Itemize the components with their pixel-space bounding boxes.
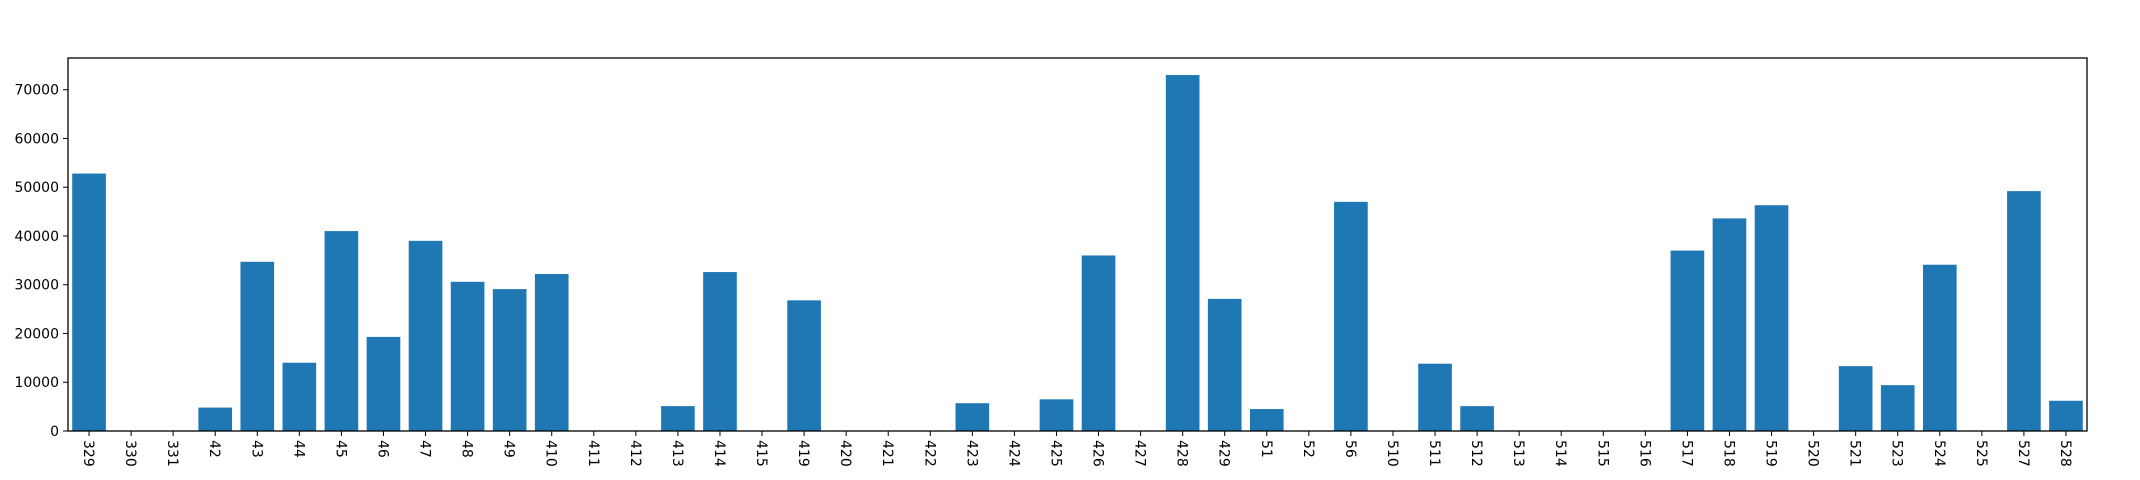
x-tick-label: 52	[1300, 440, 1316, 458]
x-tick-label: 518	[1720, 440, 1736, 467]
x-tick-label: 520	[1805, 440, 1821, 467]
bar-429	[1207, 298, 1242, 431]
bar-528	[2049, 400, 2083, 431]
bar-527	[2007, 191, 2041, 431]
x-tick-label: 425	[1047, 440, 1063, 467]
x-tick-label: 420	[837, 440, 853, 467]
bar-51	[1249, 409, 1284, 431]
x-tick-label: 513	[1510, 440, 1526, 467]
bar-425	[1039, 399, 1074, 431]
y-tick-label: 30000	[14, 278, 59, 294]
bar-49	[492, 289, 527, 431]
x-tick-label: 48	[459, 440, 475, 458]
x-tick-label: 517	[1678, 440, 1694, 467]
x-tick-label: 521	[1847, 440, 1863, 467]
bar-423	[955, 403, 990, 431]
y-tick-label: 70000	[14, 83, 59, 99]
bar-521	[1838, 366, 1873, 431]
x-tick-label: 424	[1005, 440, 1021, 467]
x-tick-label: 423	[963, 440, 979, 467]
bar-519	[1754, 205, 1789, 431]
bars-group	[72, 75, 2083, 431]
x-tick-label: 331	[164, 440, 180, 467]
x-tick-label: 528	[2057, 440, 2073, 467]
x-tick-label: 44	[290, 440, 306, 458]
x-tick-label: 410	[543, 440, 559, 467]
x-tick-label: 47	[417, 440, 433, 458]
x-tick-label: 56	[1342, 440, 1358, 458]
x-tick-label: 525	[1973, 440, 1989, 467]
x-tick-label: 524	[1931, 440, 1947, 467]
x-tick-label: 413	[669, 440, 685, 467]
x-axis: 329 330 331 42 43 44 45 46 47 48 49 410 411 412 413 414…	[80, 431, 2073, 467]
bar-518	[1712, 218, 1747, 431]
x-tick-label: 330	[122, 440, 138, 467]
bar-414	[703, 272, 737, 431]
bar-523	[1880, 385, 1915, 431]
bar-46	[366, 336, 401, 431]
x-tick-label: 515	[1594, 440, 1610, 467]
x-tick-label: 428	[1174, 440, 1190, 467]
bar-517	[1670, 250, 1705, 431]
x-tick-label: 415	[753, 440, 769, 467]
bar-47	[408, 240, 443, 431]
x-tick-label: 412	[627, 440, 643, 467]
x-tick-label: 45	[332, 440, 348, 458]
x-tick-label: 42	[206, 440, 222, 458]
x-tick-label: 421	[879, 440, 895, 467]
bar-410	[534, 274, 569, 431]
x-tick-label: 527	[2015, 440, 2031, 467]
y-tick-label: 50000	[14, 180, 59, 196]
bar-56	[1334, 201, 1368, 431]
y-tick-label: 0	[50, 424, 59, 440]
bar-419	[787, 300, 821, 431]
x-tick-label: 429	[1216, 440, 1232, 467]
bar-42	[198, 407, 233, 431]
x-tick-label: 512	[1468, 440, 1484, 467]
x-tick-label: 427	[1132, 440, 1148, 467]
y-tick-label: 60000	[14, 131, 59, 147]
y-tick-label: 10000	[14, 375, 59, 391]
y-axis: 0 10000 20000 30000 40000 50000 60000 70000	[14, 83, 68, 440]
bar-329	[72, 173, 106, 431]
bar-426	[1081, 255, 1116, 431]
x-tick-label: 422	[921, 440, 937, 467]
bar-44	[282, 362, 317, 431]
x-tick-label: 43	[248, 440, 264, 458]
bar-43	[240, 261, 275, 431]
x-tick-label: 46	[374, 440, 390, 458]
x-tick-label: 519	[1763, 440, 1779, 467]
plot-frame	[67, 57, 2088, 432]
x-tick-label: 511	[1426, 440, 1442, 467]
x-tick-label: 516	[1636, 440, 1652, 467]
x-tick-label: 329	[80, 440, 96, 467]
bar-511	[1418, 363, 1452, 431]
bar-413	[661, 406, 695, 431]
bar-524	[1922, 264, 1957, 431]
x-tick-label: 49	[501, 440, 517, 458]
bar-48	[450, 281, 485, 431]
x-tick-label: 510	[1384, 440, 1400, 467]
x-tick-label: 426	[1090, 440, 1106, 467]
y-tick-label: 40000	[14, 229, 59, 245]
x-tick-label: 414	[711, 440, 727, 467]
x-tick-label: 514	[1552, 440, 1568, 467]
bar-512	[1460, 406, 1494, 431]
x-tick-label: 523	[1889, 440, 1905, 467]
bar-45	[324, 231, 359, 431]
x-tick-label: 411	[585, 440, 601, 467]
y-tick-label: 20000	[14, 326, 59, 342]
x-tick-label: 419	[795, 440, 811, 467]
bar-428	[1165, 75, 1200, 431]
x-tick-label: 51	[1258, 440, 1274, 458]
